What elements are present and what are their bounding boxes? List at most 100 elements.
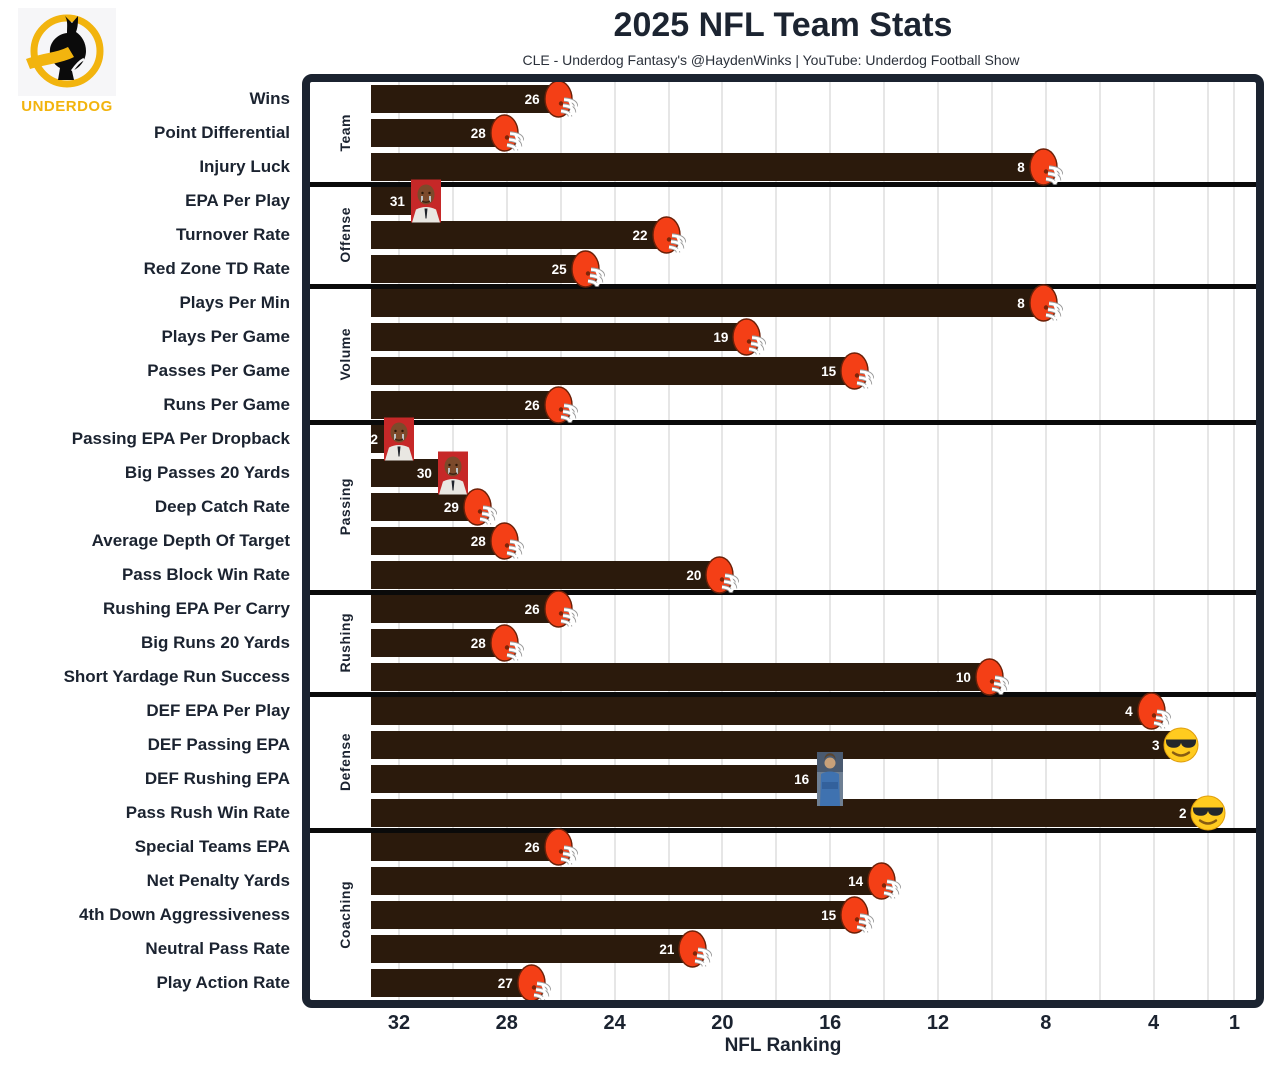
section-label: Rushing — [328, 592, 362, 694]
bar-value: 20 — [686, 567, 702, 583]
gridline — [613, 82, 616, 1000]
bar-value: 26 — [524, 601, 540, 617]
x-tick-label: 20 — [711, 1012, 734, 1034]
bar-value: 4 — [1125, 703, 1133, 719]
bar: 4 — [371, 697, 1154, 725]
chart-subtitle: CLE - Underdog Fantasy's @HaydenWinks | … — [522, 52, 1020, 68]
bar-value: 3 — [1152, 737, 1160, 753]
bar: 22 — [371, 221, 669, 249]
section-label-text: Volume — [337, 327, 353, 381]
row-label: Deep Catch Rate — [154, 497, 290, 516]
x-tick-label: 28 — [495, 1012, 518, 1034]
row-label: Pass Block Win Rate — [121, 565, 290, 584]
sunglasses-emoji-icon — [1190, 795, 1226, 831]
bar-value: 15 — [821, 907, 837, 923]
bar: 27 — [371, 969, 534, 997]
bar: 20 — [371, 561, 723, 589]
sunglasses-emoji-icon — [1163, 727, 1199, 763]
browns-helmet-icon — [1029, 148, 1063, 186]
section-divider — [310, 827, 1256, 833]
bar-value: 29 — [443, 499, 459, 515]
bar: 8 — [371, 153, 1046, 181]
row-label: Wins — [249, 89, 290, 108]
row-label: 4th Down Aggressiveness — [79, 905, 290, 924]
plot-area: Team 26 28 8 Offense 31 22 — [310, 82, 1256, 1000]
browns-helmet-icon — [1136, 692, 1171, 730]
browns-helmet-icon — [543, 828, 578, 866]
section-label-text: Defense — [337, 733, 353, 791]
section-label: Volume — [328, 286, 362, 422]
row-label: Injury Luck — [199, 157, 290, 176]
gridline — [829, 82, 832, 1000]
section-divider — [310, 181, 1256, 187]
section-label: Defense — [328, 694, 362, 830]
browns-helmet-icon — [840, 896, 875, 934]
row-label: Rushing EPA Per Carry — [102, 599, 290, 618]
bar-value: 19 — [713, 329, 729, 345]
underdog-logo: UNDERDOG — [18, 8, 116, 116]
bar-value: 25 — [551, 261, 567, 277]
x-tick-label: 12 — [926, 1012, 950, 1034]
bar: 10 — [371, 663, 992, 691]
bar: 3 — [371, 731, 1181, 759]
underdog-logo-text: UNDERDOG — [21, 98, 113, 115]
row-label: DEF EPA Per Play — [146, 701, 290, 720]
section-divider — [310, 691, 1256, 697]
row-label: EPA Per Play — [185, 191, 290, 210]
x-tick-label: 8 — [1040, 1012, 1052, 1034]
bar: 16 — [371, 765, 831, 793]
bar-value: 14 — [848, 873, 864, 889]
row-label: Pass Rush Win Rate — [125, 803, 290, 822]
row-label: Turnover Rate — [176, 225, 290, 244]
browns-helmet-icon — [543, 82, 578, 118]
bar-value: 15 — [821, 363, 837, 379]
browns-helmet-icon — [543, 386, 578, 424]
section-divider — [310, 419, 1256, 425]
bar: 26 — [371, 391, 561, 419]
bar: 25 — [371, 255, 588, 283]
x-tick-label: 32 — [387, 1012, 411, 1034]
bar-value: 28 — [470, 533, 486, 549]
row-label: Passes Per Game — [147, 361, 290, 380]
bar: 26 — [371, 833, 561, 861]
bar-value: 16 — [794, 771, 810, 787]
crying-jordan-meme-icon — [410, 179, 441, 223]
browns-helmet-icon — [732, 318, 767, 356]
gridline — [1206, 82, 1209, 1000]
bar: 19 — [371, 323, 750, 351]
bar-value: 26 — [524, 91, 540, 107]
browns-helmet-icon — [651, 216, 686, 254]
bar: 28 — [371, 119, 507, 147]
gridline — [667, 82, 670, 1000]
browns-helmet-icon — [840, 352, 875, 390]
bar-value: 28 — [470, 635, 486, 651]
browns-helmet-icon — [490, 114, 524, 152]
browns-helmet-icon — [490, 522, 524, 560]
browns-helmet-icon — [867, 862, 902, 900]
chart-title: 2025 NFL Team Stats — [613, 6, 953, 44]
bar-value: 32 — [371, 431, 378, 447]
section-label-text: Coaching — [337, 881, 353, 949]
row-label: Special Teams EPA — [134, 837, 290, 856]
section-label-text: Rushing — [337, 613, 353, 673]
gridline — [1233, 82, 1236, 1000]
section-label: Offense — [328, 184, 362, 286]
row-label: Average Depth Of Target — [91, 531, 290, 550]
row-label: Plays Per Min — [179, 293, 290, 312]
gridline — [1152, 82, 1155, 1000]
bar: 14 — [371, 867, 885, 895]
row-label: DEF Rushing EPA — [144, 769, 290, 788]
bar-value: 27 — [497, 975, 513, 991]
bar: 28 — [371, 629, 507, 657]
bar-value: 8 — [1017, 159, 1025, 175]
section-label: Team — [328, 82, 362, 184]
bar-value: 10 — [955, 669, 971, 685]
section-label-text: Team — [337, 114, 353, 152]
browns-helmet-icon — [570, 250, 605, 288]
section-label: Passing — [328, 422, 362, 592]
gridline — [559, 82, 562, 1000]
gridline — [1044, 82, 1047, 1000]
bar: 26 — [371, 85, 561, 113]
x-axis: 32 28 24 20 16 12 8 4 1 — [310, 1012, 1256, 1036]
section-divider — [310, 283, 1256, 289]
